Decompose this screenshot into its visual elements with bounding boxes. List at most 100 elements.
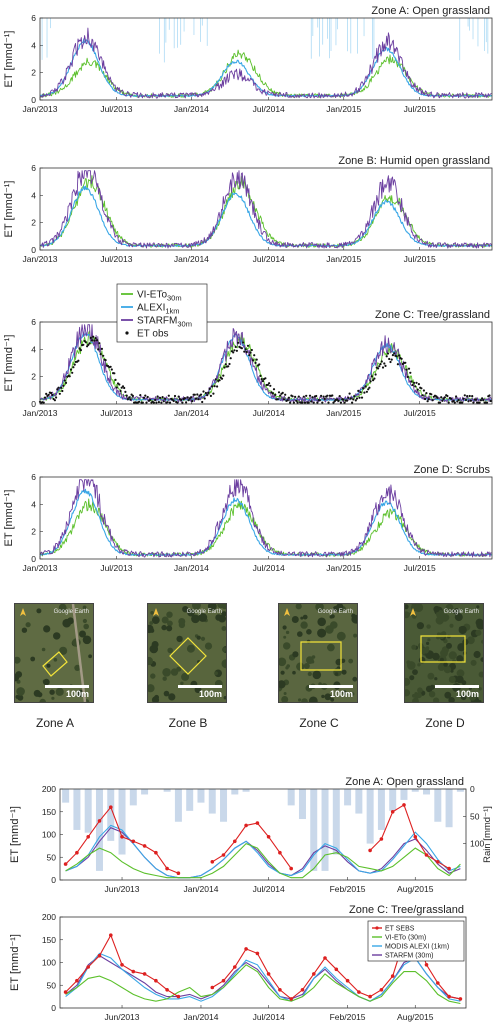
- et-obs-point: [389, 360, 392, 364]
- et-obs-point: [372, 379, 375, 382]
- sebs-marker: [379, 988, 384, 992]
- et-obs-point: [185, 401, 188, 404]
- et-obs-point: [431, 399, 434, 402]
- tree-crown: [291, 616, 299, 623]
- et-obs-point: [244, 348, 247, 351]
- sebs-marker: [436, 981, 440, 985]
- sebs-marker: [413, 835, 418, 839]
- et-obs-point: [194, 397, 198, 400]
- tree-crown: [43, 625, 51, 633]
- et-obs-point: [346, 399, 349, 402]
- tree-crown: [412, 669, 418, 675]
- tree-crown: [286, 664, 290, 668]
- series-line-et-sebs: [212, 822, 292, 869]
- et-obs-point: [482, 399, 485, 402]
- tree-crown: [460, 694, 467, 701]
- y-axis-label: ET [mmd⁻¹]: [3, 335, 15, 392]
- et-obs-point: [354, 399, 357, 402]
- x-tick-label: Jul/2015: [404, 408, 436, 418]
- et-obs-point: [404, 361, 407, 364]
- scale-bar-label: 100m: [65, 689, 89, 699]
- y-tick-label: 2: [31, 218, 36, 228]
- north-arrow-icon: [153, 608, 159, 616]
- sebs-marker: [120, 963, 124, 967]
- et-obs-point: [102, 354, 105, 357]
- sebs-marker: [244, 947, 248, 951]
- et-obs-point: [417, 383, 420, 386]
- et-obs-point: [240, 347, 243, 350]
- et-obs-point: [327, 401, 330, 404]
- et-obs-point: [377, 367, 380, 370]
- tree-crown: [296, 662, 305, 671]
- et-obs-point: [245, 350, 248, 354]
- tree-crown: [434, 677, 438, 681]
- series-line-alexi1km: [39, 488, 492, 556]
- et-obs-point: [398, 354, 401, 357]
- et-obs-point: [61, 389, 64, 393]
- rain-bar: [411, 789, 419, 792]
- tree-crown: [476, 605, 480, 609]
- tree-crown: [162, 668, 171, 677]
- x-tick-label: Jan/2014: [174, 104, 209, 114]
- et-obs-point: [162, 400, 165, 403]
- legend-box: [367, 920, 465, 962]
- et-obs-point: [390, 358, 393, 361]
- et-obs-point: [258, 363, 261, 366]
- et-obs-point: [206, 394, 209, 397]
- et-obs-point: [438, 401, 442, 404]
- et-obs-point: [68, 375, 71, 378]
- et-obs-point: [307, 401, 310, 404]
- et-obs-point: [427, 398, 430, 401]
- tree-crown: [283, 642, 291, 650]
- et-obs-point: [202, 390, 205, 393]
- rain-bar: [208, 789, 216, 814]
- et-obs-point: [362, 387, 365, 390]
- et-obs-point: [141, 401, 144, 404]
- tree-crown: [46, 663, 51, 668]
- tree-crown: [456, 669, 465, 678]
- sebs-marker: [368, 848, 372, 853]
- series-line-vi-eto30m: [39, 330, 492, 402]
- tree-crown: [317, 628, 327, 638]
- et-obs-point: [352, 398, 355, 401]
- tree-crown: [327, 643, 335, 652]
- et-obs-point: [264, 377, 267, 380]
- tree-crown: [417, 663, 421, 667]
- scale-bar: 100m: [309, 685, 353, 699]
- et-obs-point: [370, 375, 373, 378]
- scale-bar-label: 100m: [198, 689, 222, 699]
- sebs-marker: [323, 956, 327, 960]
- sebs-marker: [221, 853, 226, 857]
- et-obs-point: [47, 393, 50, 396]
- tree-crown: [176, 666, 182, 672]
- y2-axis-label: Rain [mmd⁻¹]: [482, 806, 493, 863]
- et-obs-point: [385, 355, 388, 358]
- tree-crown: [162, 676, 167, 681]
- tree-crown: [215, 614, 222, 621]
- et-obs-point: [223, 366, 226, 369]
- rain-bar: [377, 789, 385, 830]
- rain-bar: [389, 789, 397, 811]
- tree-crown: [53, 658, 58, 662]
- rain-bar: [220, 789, 228, 822]
- et-obs-point: [58, 392, 61, 395]
- tree-crown: [221, 626, 226, 631]
- et-obs-point: [43, 396, 47, 399]
- tree-crown: [411, 644, 417, 650]
- et-obs-point: [97, 348, 100, 351]
- chart-title: Zone B: Humid open grassland: [338, 155, 490, 167]
- et-obs-point: [405, 368, 408, 371]
- et-obs-point: [209, 394, 212, 397]
- sebs-marker: [334, 967, 339, 972]
- x-tick-label: Feb/2015: [330, 884, 366, 894]
- et-obs-point: [92, 335, 95, 338]
- tree-crown: [176, 635, 183, 643]
- tree-crown: [168, 693, 176, 701]
- et-obs-point: [485, 401, 489, 404]
- et-obs-point: [90, 339, 94, 342]
- tree-crown: [161, 616, 169, 624]
- y-tick-label: 150: [42, 807, 56, 817]
- et-obs-point: [422, 389, 425, 392]
- y-tick-label: 6: [31, 472, 36, 482]
